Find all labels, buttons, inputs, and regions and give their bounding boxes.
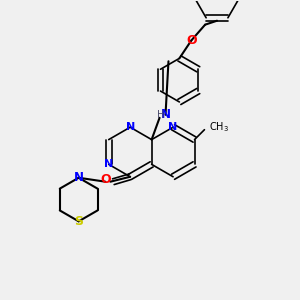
Text: N: N	[104, 159, 113, 170]
Text: O: O	[100, 173, 111, 186]
Text: H: H	[157, 110, 164, 120]
Text: CH$_3$: CH$_3$	[209, 120, 230, 134]
Text: N: N	[160, 108, 170, 121]
Text: N: N	[126, 122, 135, 132]
Text: O: O	[186, 34, 196, 47]
Text: S: S	[74, 215, 83, 228]
Text: N: N	[74, 171, 84, 184]
Text: N: N	[169, 122, 178, 132]
